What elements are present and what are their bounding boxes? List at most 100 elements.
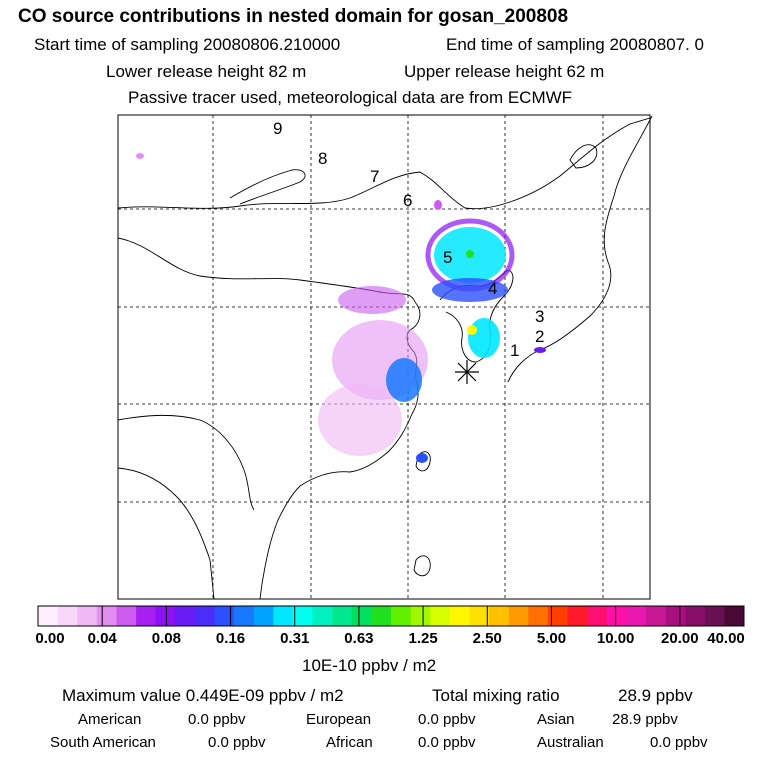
trajectory-label-2: 2 [535,327,544,346]
colorbar-units-label: 10E-10 ppbv / m2 [302,656,437,675]
colorbar-swatch [214,606,235,626]
region-australian-value: 0.0 ppbv [650,734,708,751]
colorbar-tick-label: 0.00 [35,630,65,647]
trajectory-label-6: 6 [403,191,412,210]
trajectory-label-7: 7 [370,167,379,186]
region-south-american-name: South American [50,734,156,751]
colorbar-swatch [194,606,215,626]
colorbar-swatch [567,606,588,626]
colorbar-swatch [626,606,647,626]
island-coastline [413,555,431,577]
region-australian-name: Australian [537,734,604,751]
contribution-area [432,278,508,302]
contribution-area [434,200,442,210]
trajectory-label-8: 8 [318,149,327,168]
region-african-name: African [326,734,373,751]
colorbar-tick-label: 1.25 [408,630,438,647]
colorbar-swatch [351,606,372,626]
colorbar-swatch [391,606,412,626]
colorbar-swatch [155,606,176,626]
colorbar-frame [37,605,745,627]
coastline [259,471,351,600]
trajectory-label-1: 1 [510,341,519,360]
contribution-area [318,384,402,456]
colorbar-swatch [645,606,667,626]
colorbar-swatch [704,606,725,626]
region-south-american-value: 0.0 ppbv [208,734,266,751]
contribution-peak [466,250,474,258]
contribution-area [386,358,422,402]
region-american-name: American [78,711,142,728]
lower-release-height-label: Lower release height 82 m [106,62,307,81]
colorbar-tick-label: 0.08 [151,630,181,647]
colorbar-tick-label: 0.63 [344,630,374,647]
colorbar-swatch [469,606,490,626]
colorbar-swatch [312,606,333,626]
trajectory-label-4: 4 [488,279,497,298]
colorbar-swatch [332,606,353,626]
colorbar [37,606,745,626]
colorbar-swatch [685,606,706,626]
chart-title: CO source contributions in nested domain… [18,6,569,27]
colorbar-swatch [371,606,392,626]
taiwan-coastline [415,451,431,472]
colorbar-swatch [724,606,745,626]
region-african-value: 0.0 ppbv [418,734,476,751]
colorbar-tick-label: 0.16 [215,630,246,647]
region-european-name: European [306,711,372,728]
colorbar-swatch [547,606,568,626]
colorbar-tick-label: 40.00 [707,630,745,647]
contribution-area [534,347,546,353]
region-american-value: 0.0 ppbv [188,711,246,728]
colorbar-swatch [587,606,608,626]
contribution-field [136,153,546,463]
trajectory-labels: 1 2 3 4 5 6 7 8 9 [273,119,544,360]
colorbar-swatch [273,606,294,626]
colorbar-swatch [96,606,117,626]
colorbar-swatch [175,606,196,626]
tracer-info-label: Passive tracer used, meteorological data… [128,88,573,107]
colorbar-swatch [430,606,451,626]
island-coastline [569,144,598,169]
contribution-area [468,318,500,358]
colorbar-swatch [528,606,549,626]
colorbar-swatch [410,606,431,626]
colorbar-swatch [57,606,78,626]
asterisk-icon [455,360,479,384]
colorbar-swatch [136,606,157,626]
colorbar-tick-label: 20.00 [661,630,699,647]
sampling-start-label: Start time of sampling 20080806.210000 [34,35,341,54]
colorbar-tick-label: 10.00 [596,630,635,647]
colorbar-swatch [489,606,510,626]
colorbar-swatch [116,606,137,626]
colorbar-swatch [508,606,529,626]
contribution-area [416,453,428,463]
region-asian-name: Asian [537,711,575,728]
contribution-peak [467,325,477,335]
lake-coastline [229,169,306,205]
border-line [117,117,651,210]
colorbar-swatch [77,606,98,626]
sampling-end-label: End time of sampling 20080807. 0 [446,35,705,54]
contribution-area [338,286,406,314]
region-european-value: 0.0 ppbv [418,711,476,728]
contribution-area [136,153,144,159]
trajectory-label-3: 3 [535,307,544,326]
border-line [117,467,215,600]
trajectory-label-5: 5 [443,248,452,267]
colorbar-tick-label: 0.04 [87,630,117,647]
colorbar-tick-label: 5.00 [536,630,567,647]
colorbar-swatch [606,606,627,626]
colorbar-swatch [449,606,470,626]
colorbar-swatch [234,606,255,626]
total-mixing-ratio-value: 28.9 ppbv [618,686,693,705]
colorbar-swatch [38,606,59,626]
border-line [117,414,255,511]
colorbar-swatch [665,606,686,626]
colorbar-swatch [292,606,314,626]
colorbar-swatch [253,606,274,626]
max-value-label: Maximum value 0.449E-09 ppbv / m2 [62,686,344,705]
trajectory-label-9: 9 [273,119,282,138]
region-asian-value: 28.9 ppbv [612,711,678,728]
